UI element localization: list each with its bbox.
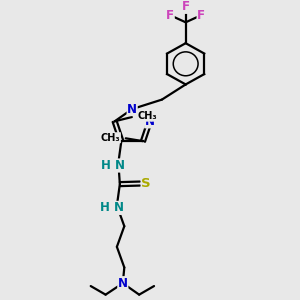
Text: H N: H N [101,159,125,172]
Text: F: F [166,9,174,22]
Text: F: F [182,0,190,13]
Text: N: N [118,277,128,290]
Text: CH₃: CH₃ [137,111,157,121]
Text: N: N [145,115,155,128]
Text: F: F [197,9,205,22]
Text: CH₃: CH₃ [101,133,120,143]
Text: H N: H N [100,201,124,214]
Text: N: N [127,103,137,116]
Text: S: S [141,177,151,190]
